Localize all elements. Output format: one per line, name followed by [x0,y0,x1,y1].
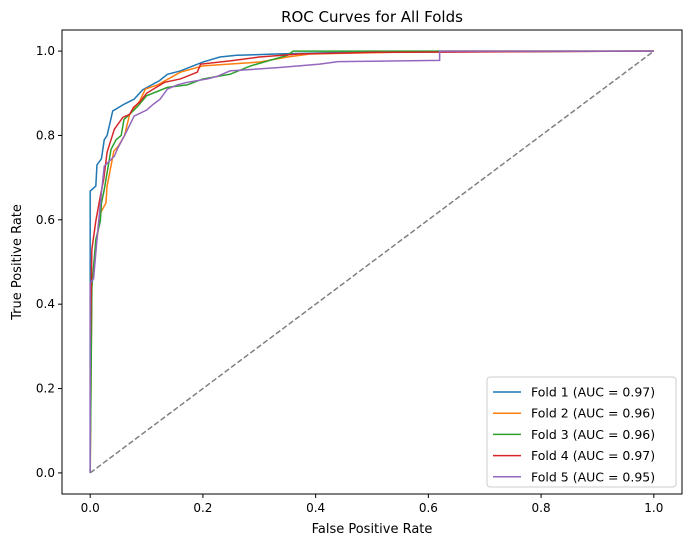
y-tick-label: 0.6 [36,213,55,227]
series-line-fold-4 [89,50,654,347]
y-tick-label: 0.2 [36,382,55,396]
y-tick-label: 0.0 [36,466,55,480]
series-line-fold-1 [89,50,654,473]
x-tick-label: 0.0 [81,501,100,515]
y-axis: 0.0 0.2 0.4 0.6 0.8 1.0 [36,44,62,480]
series-line-fold-2 [89,50,654,473]
legend-entry: Fold 1 (AUC = 0.97) [531,385,655,400]
legend-box [486,376,677,488]
chart-title: ROC Curves for All Folds [281,8,463,26]
x-axis: 0.0 0.2 0.4 0.6 0.8 1.0 [81,494,663,515]
legend-entry: Fold 4 (AUC = 0.97) [531,448,655,463]
y-tick-label: 0.4 [36,297,55,311]
series-line-fold-5 [89,50,654,473]
legend-entry: Fold 2 (AUC = 0.96) [531,406,655,421]
legend-entry: Fold 3 (AUC = 0.96) [531,427,655,442]
x-tick-label: 1.0 [644,501,663,515]
x-tick-label: 0.4 [306,501,325,515]
reference-diagonal-line [89,50,655,474]
x-tick-label: 0.8 [532,501,551,515]
axes-frame [61,29,683,495]
y-tick-label: 1.0 [36,44,55,58]
x-tick-label: 0.2 [193,501,212,515]
y-tick-label: 0.8 [36,128,55,142]
legend: Fold 1 (AUC = 0.97) Fold 2 (AUC = 0.96) Fo… [486,376,677,488]
x-tick-label: 0.6 [419,501,438,515]
x-axis-label: False Positive Rate [312,522,433,537]
y-axis-label: True Positive Rate [10,204,25,321]
legend-entry: Fold 5 (AUC = 0.95) [531,469,655,484]
plot-area [89,50,655,474]
